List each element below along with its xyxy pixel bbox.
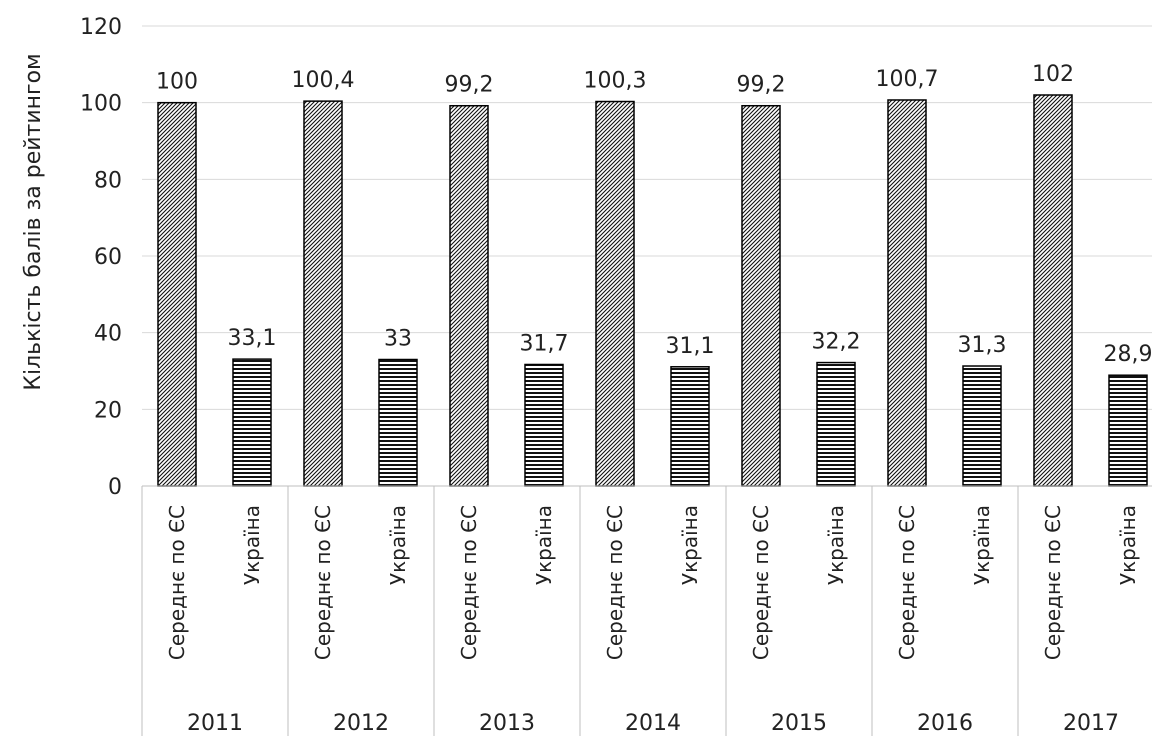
year-label: 2017 [1063, 711, 1119, 736]
data-label: 33,1 [228, 326, 277, 351]
year-label: 2011 [187, 711, 243, 736]
y-tick-label: 60 [94, 245, 122, 270]
category-label: Середнє по ЄС [457, 505, 481, 660]
data-label: 99,2 [445, 73, 494, 98]
category-label: Середнє по ЄС [603, 505, 627, 660]
data-label: 28,9 [1104, 342, 1152, 367]
category-label: Україна [386, 505, 410, 585]
category-label: Україна [678, 505, 702, 585]
category-label: Середнє по ЄС [749, 505, 773, 660]
y-tick-label: 0 [108, 475, 122, 500]
bar [816, 361, 856, 487]
bar [741, 104, 781, 487]
y-tick-label: 100 [80, 92, 122, 117]
year-label: 2015 [771, 711, 827, 736]
data-label: 99,2 [737, 73, 786, 98]
bar [449, 104, 489, 487]
category-label: Середнє по ЄС [165, 505, 189, 660]
data-label: 100,4 [292, 68, 355, 93]
category-label: Середнє по ЄС [895, 505, 919, 660]
data-label: 100 [156, 70, 198, 95]
data-label: 33 [384, 327, 412, 352]
data-label: 102 [1032, 62, 1074, 87]
bar [670, 366, 710, 487]
data-label: 100,3 [584, 69, 647, 94]
category-label: Середнє по ЄС [311, 505, 335, 660]
bar [157, 101, 197, 487]
y-tick-label: 120 [80, 15, 122, 40]
bar [1033, 94, 1073, 487]
bar [303, 100, 343, 487]
y-tick-label: 40 [94, 322, 122, 347]
y-axis-title: Кількість балів за рейтингом [21, 53, 46, 390]
data-label: 31,3 [958, 333, 1007, 358]
bar [378, 358, 418, 487]
data-label: 31,7 [520, 331, 569, 356]
category-label: Середнє по ЄС [1041, 505, 1065, 660]
category-label: Україна [1116, 505, 1140, 585]
bar [1108, 374, 1148, 487]
data-label: 31,1 [666, 334, 715, 359]
category-label: Україна [970, 505, 994, 585]
category-label: Україна [240, 505, 264, 585]
bar [962, 365, 1002, 487]
y-tick-label: 80 [94, 168, 122, 193]
bar [232, 358, 272, 487]
year-label: 2014 [625, 711, 681, 736]
year-label: 2016 [917, 711, 973, 736]
bar [887, 99, 927, 487]
category-label: Україна [532, 505, 556, 585]
y-tick-label: 20 [94, 398, 122, 423]
bar [595, 100, 635, 487]
bar [524, 363, 564, 487]
year-label: 2013 [479, 711, 535, 736]
category-label: Україна [824, 505, 848, 585]
data-label: 100,7 [876, 67, 939, 92]
year-label: 2012 [333, 711, 389, 736]
data-label: 32,2 [812, 330, 861, 355]
